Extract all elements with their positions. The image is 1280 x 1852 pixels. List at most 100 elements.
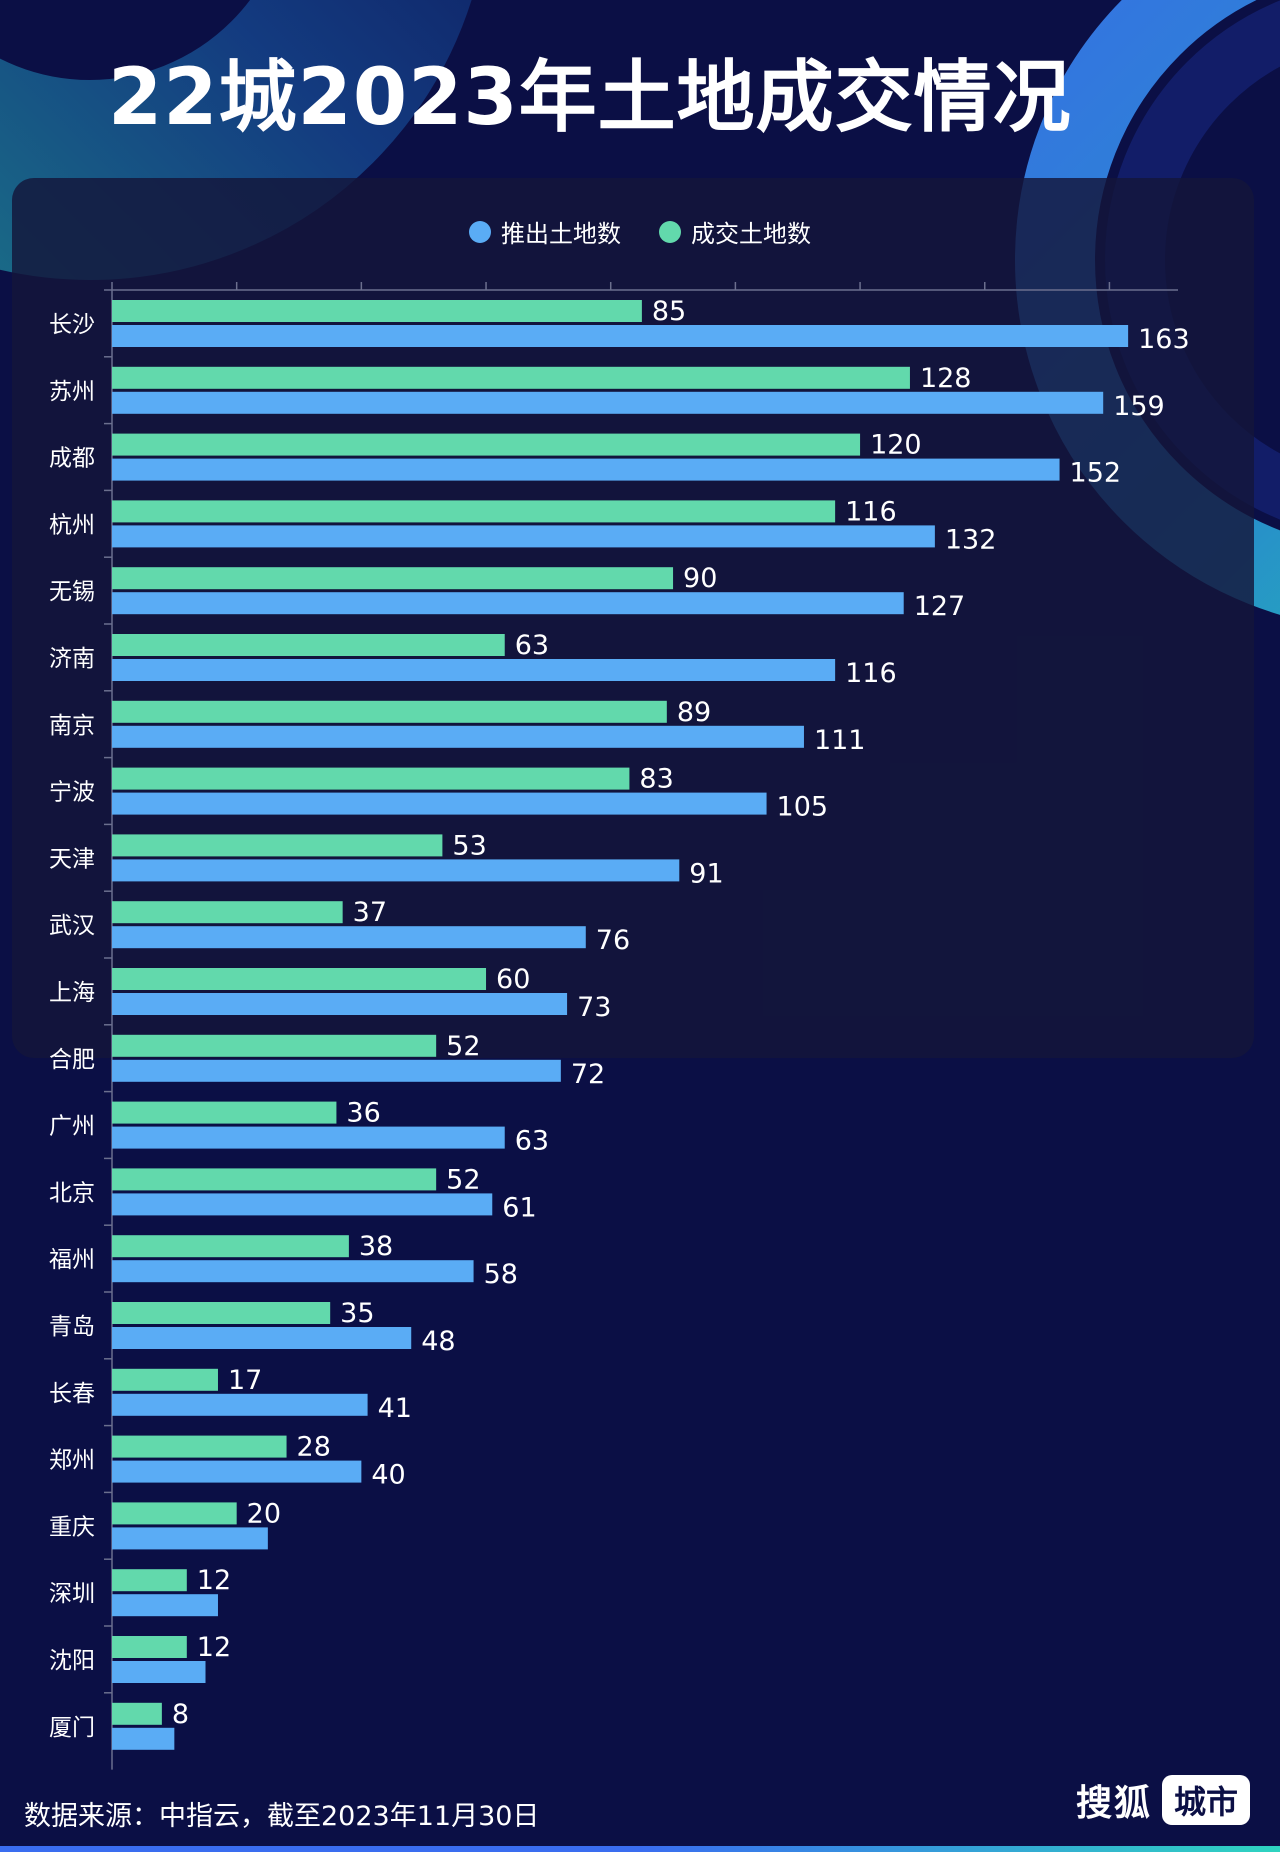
chart-legend: 推出土地数 成交土地数 [0,214,1280,249]
bar-launched [112,659,836,681]
value-label-sold: 12 [197,1565,231,1596]
value-label-launched: 152 [1070,458,1122,489]
bar-sold [112,1302,331,1324]
bar-launched [112,859,680,882]
category-label: 无锡 [49,579,95,605]
bar-launched [112,1727,175,1750]
value-label-launched: 127 [914,591,966,622]
bar-launched [112,926,586,949]
bar-sold [112,500,836,523]
bar-launched [112,592,904,615]
value-label-launched: 72 [571,1059,605,1090]
category-label: 上海 [49,980,95,1006]
value-label-sold: 8 [172,1699,189,1730]
value-label-sold: 53 [452,830,486,861]
value-label-launched: 61 [502,1192,536,1223]
value-label-launched: 48 [421,1326,455,1357]
category-label: 南京 [49,713,95,739]
value-label-sold: 20 [247,1498,281,1529]
value-label-sold: 120 [870,430,922,461]
value-label-sold: 63 [515,630,549,661]
bar-sold [112,968,487,990]
bar-sold [112,1569,187,1592]
bar-launched [112,725,804,748]
category-label: 北京 [49,1180,95,1206]
category-label: 杭州 [49,512,95,538]
bar-sold [112,1502,237,1525]
bar-sold [112,300,642,322]
bar-sold [112,1034,437,1057]
value-label-sold: 89 [677,697,711,728]
value-label-launched: 63 [515,1126,549,1157]
value-label-launched: 76 [596,925,630,956]
legend-dot-launched [469,220,491,243]
brand-tag: 城市 [1161,1775,1250,1825]
category-label: 沈阳 [49,1648,95,1674]
bar-launched [112,1260,474,1283]
legend-dot-sold [659,220,681,243]
bar-launched [112,525,935,548]
bar-sold [112,634,505,656]
page-title: 22城2023年土地成交情况 [108,53,1072,143]
value-label-launched: 73 [577,992,611,1023]
value-label-launched: 116 [845,658,897,689]
bar-launched [112,1594,218,1617]
brand-name: 搜狐 [1075,1783,1152,1824]
bar-sold [112,1368,218,1391]
category-label: 福州 [49,1247,95,1273]
value-label-sold: 90 [683,563,717,594]
bar-sold [112,901,343,924]
value-label-launched: 91 [689,858,723,889]
value-label-sold: 60 [496,964,530,995]
bar-sold [112,1636,187,1658]
bar-launched [112,391,1104,414]
value-label-launched: 111 [814,725,866,756]
category-label: 郑州 [49,1448,95,1474]
category-label: 宁波 [49,780,95,806]
category-label: 长沙 [49,312,95,338]
value-label-launched: 40 [371,1460,405,1491]
value-label-sold: 128 [920,363,972,394]
bar-sold [112,700,667,723]
value-label-sold: 28 [297,1432,331,1463]
bar-launched [112,1059,561,1082]
category-label: 青岛 [49,1314,95,1340]
value-label-sold: 12 [197,1632,231,1663]
bar-sold [112,1101,337,1124]
bar-sold [112,433,861,456]
category-label: 苏州 [49,379,95,405]
category-label: 深圳 [49,1581,95,1607]
value-label-sold: 37 [353,897,387,928]
category-label: 济南 [49,646,95,672]
value-label-sold: 52 [446,1164,480,1195]
legend-label-sold: 成交土地数 [691,220,811,248]
category-label: 长春 [49,1381,95,1407]
bar-sold [112,1168,437,1191]
value-label-sold: 17 [228,1365,262,1396]
bar-launched [112,1193,493,1216]
bar-launched [112,1393,368,1416]
legend-item-launched[interactable]: 推出土地数 [469,214,621,249]
legend-item-sold[interactable]: 成交土地数 [659,214,811,249]
bar-launched [112,792,767,815]
value-label-launched: 159 [1113,391,1165,422]
category-label: 合肥 [49,1047,95,1073]
bar-launched [112,458,1060,481]
value-label-launched: 105 [777,792,829,823]
bar-sold [112,1702,162,1725]
bar-launched [112,1460,362,1483]
bar-launched [112,325,1129,347]
value-label-sold: 38 [359,1231,393,1262]
value-label-sold: 116 [845,496,897,527]
value-label-sold: 35 [340,1298,374,1329]
bar-sold [112,1435,287,1458]
category-label: 武汉 [49,913,95,939]
bar-launched [112,1126,505,1149]
category-label: 厦门 [49,1715,95,1741]
bar-sold [112,1235,349,1258]
category-label: 广州 [49,1114,95,1140]
bar-sold [112,767,630,790]
legend-label-launched: 推出土地数 [501,220,621,248]
brand-logo: 搜狐 城市 [1076,1774,1250,1826]
